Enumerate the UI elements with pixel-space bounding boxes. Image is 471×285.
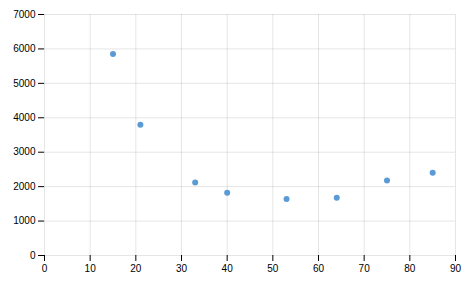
svg-text:70: 70 — [359, 263, 371, 274]
svg-text:5000: 5000 — [13, 78, 36, 89]
svg-text:60: 60 — [313, 263, 325, 274]
svg-text:10: 10 — [85, 263, 97, 274]
svg-text:6000: 6000 — [13, 43, 36, 54]
svg-text:7000: 7000 — [13, 9, 36, 20]
svg-text:0: 0 — [42, 263, 48, 274]
svg-text:0: 0 — [30, 250, 36, 261]
svg-text:30: 30 — [176, 263, 188, 274]
svg-text:1000: 1000 — [13, 215, 36, 226]
svg-text:80: 80 — [404, 263, 416, 274]
svg-text:4000: 4000 — [13, 112, 36, 123]
svg-text:3000: 3000 — [13, 146, 36, 157]
svg-text:90: 90 — [450, 263, 462, 274]
svg-text:40: 40 — [222, 263, 234, 274]
svg-text:2000: 2000 — [13, 181, 36, 192]
svg-text:20: 20 — [130, 263, 142, 274]
svg-text:50: 50 — [267, 263, 279, 274]
